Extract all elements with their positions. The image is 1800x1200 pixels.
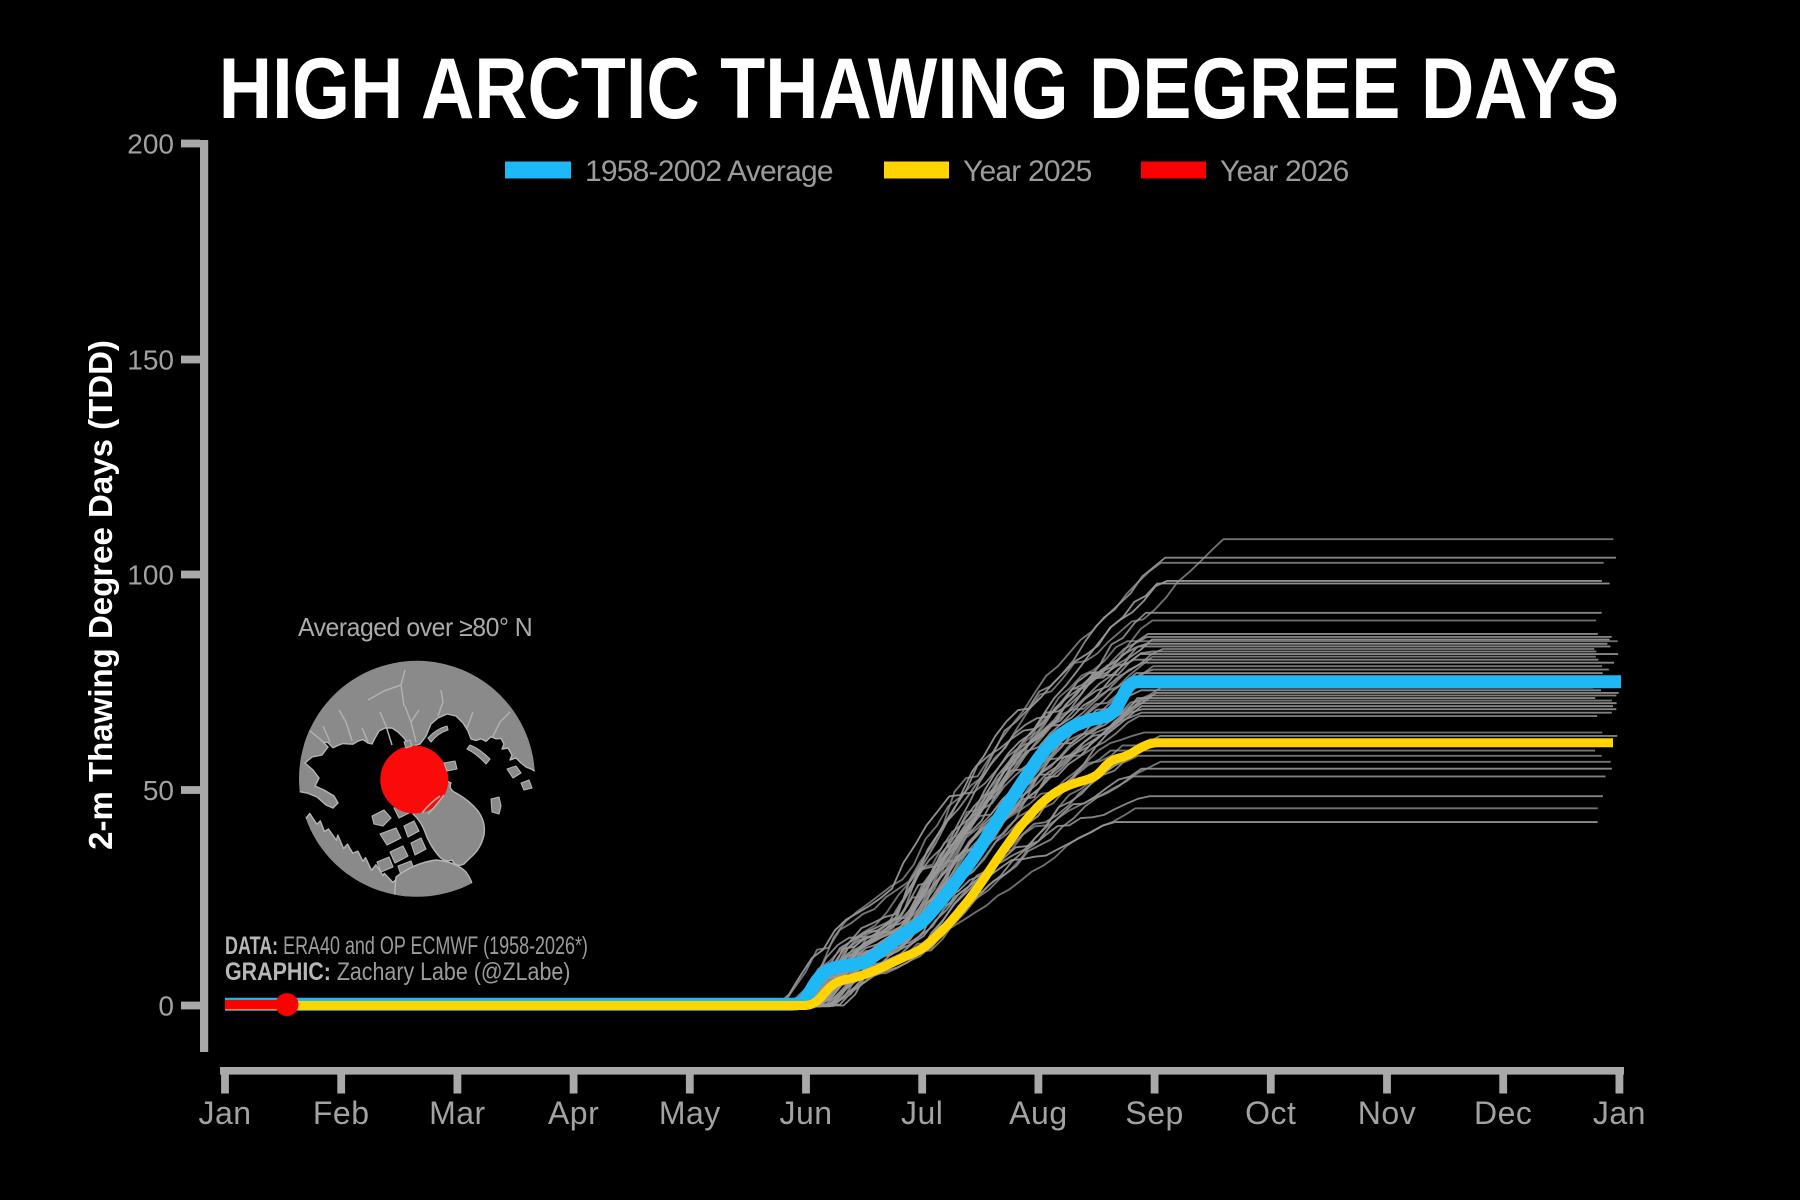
svg-text:200: 200 xyxy=(127,129,174,160)
svg-text:Year 2026: Year 2026 xyxy=(1220,155,1349,188)
svg-text:Jan: Jan xyxy=(1593,1095,1646,1131)
svg-text:May: May xyxy=(659,1095,721,1131)
svg-text:DATA: ERA40 and OP ECMWF (1958: DATA: ERA40 and OP ECMWF (1958-2026*) xyxy=(225,931,588,960)
svg-text:Nov: Nov xyxy=(1358,1095,1416,1131)
svg-text:Jan: Jan xyxy=(198,1095,251,1131)
svg-text:Year 2025: Year 2025 xyxy=(963,155,1092,188)
svg-text:Jun: Jun xyxy=(779,1095,832,1131)
svg-text:Sep: Sep xyxy=(1125,1095,1183,1131)
svg-text:Apr: Apr xyxy=(548,1095,599,1131)
svg-text:Jul: Jul xyxy=(901,1095,943,1131)
svg-text:150: 150 xyxy=(127,345,174,376)
svg-text:Dec: Dec xyxy=(1474,1095,1532,1131)
svg-text:Oct: Oct xyxy=(1245,1095,1296,1131)
svg-text:2-m Thawing Degree Days (TDD): 2-m Thawing Degree Days (TDD) xyxy=(82,340,119,850)
svg-text:HIGH ARCTIC THAWING DEGREE DAY: HIGH ARCTIC THAWING DEGREE DAYS xyxy=(219,40,1619,137)
svg-text:GRAPHIC: Zachary Labe (@ZLabe): GRAPHIC: Zachary Labe (@ZLabe) xyxy=(225,957,570,985)
svg-text:100: 100 xyxy=(127,560,174,591)
svg-text:50: 50 xyxy=(143,775,174,806)
svg-text:Mar: Mar xyxy=(429,1095,486,1131)
svg-text:0: 0 xyxy=(158,991,174,1022)
svg-text:Averaged over ≥80° N: Averaged over ≥80° N xyxy=(298,613,532,642)
svg-text:1958-2002 Average: 1958-2002 Average xyxy=(585,155,833,188)
svg-text:Feb: Feb xyxy=(313,1095,370,1131)
svg-text:Aug: Aug xyxy=(1009,1095,1067,1131)
